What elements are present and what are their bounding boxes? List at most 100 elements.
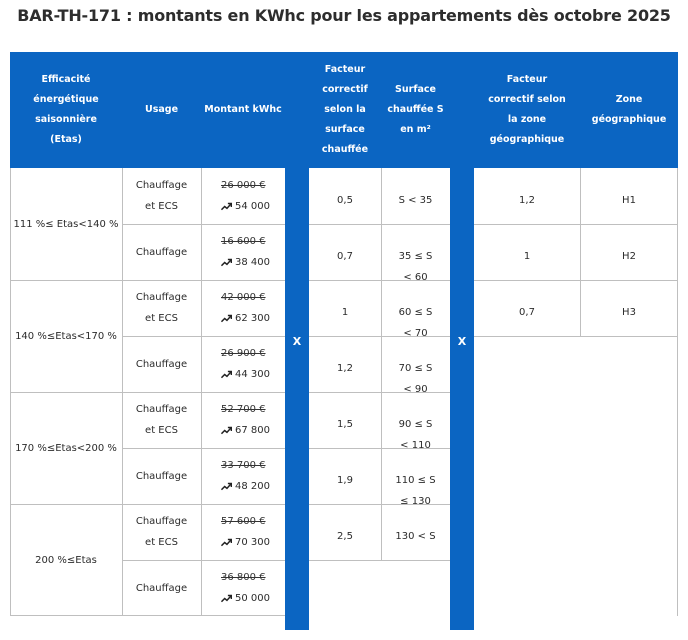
- amount-cell: 42 000 € 62 300: [201, 280, 285, 336]
- usage-cell: Chauffage et ECS: [135, 516, 188, 548]
- incentive-table: Efficacité énergétique saisonnière (Etas…: [10, 52, 678, 630]
- usage-cell: Chauffage et ECS: [135, 404, 188, 436]
- grid-line: [10, 168, 11, 616]
- usage-cell: Chauffage et ECS: [135, 292, 188, 324]
- surface-factor-cell: 2,5: [337, 531, 353, 542]
- grid-line: [10, 615, 285, 616]
- surface-range-cell: 130 < S: [395, 531, 436, 542]
- efficiency-range: 140 %≤Etas<170 %: [15, 330, 117, 342]
- new-amount: 44 300: [235, 369, 270, 380]
- old-amount: 26 900 €: [221, 348, 266, 359]
- grid-line: [10, 504, 285, 505]
- trending-up-arrow-icon: [221, 538, 232, 547]
- grid-line: [474, 224, 678, 225]
- new-amount-row: 50 000: [221, 588, 270, 609]
- zone-cell: H3: [622, 307, 636, 318]
- old-amount: 16 600 €: [221, 236, 266, 247]
- usage-cell: Chauffage: [135, 358, 188, 370]
- new-amount: 62 300: [235, 313, 270, 324]
- grid-line: [309, 504, 450, 505]
- usage-cell: Chauffage et ECS: [135, 180, 188, 212]
- grid-line: [122, 224, 285, 225]
- grid-line: [580, 168, 581, 336]
- new-amount-row: 67 800: [221, 420, 270, 441]
- grid-line: [10, 280, 285, 281]
- new-amount: 54 000: [235, 201, 270, 212]
- new-amount-row: 44 300: [221, 364, 270, 385]
- header-facteur-surface: Facteur correctif selon la surface chauf…: [309, 52, 381, 168]
- usage-cell: Chauffage: [135, 582, 188, 594]
- usage-cell: Chauffage: [135, 470, 188, 482]
- zone-cell: H2: [622, 251, 636, 262]
- surface-range-cell: S < 35: [398, 195, 433, 206]
- new-amount: 38 400: [235, 257, 270, 268]
- new-amount: 48 200: [235, 481, 270, 492]
- grid-line: [10, 392, 285, 393]
- trending-up-arrow-icon: [221, 314, 232, 323]
- surface-range-cell: 35 ≤ S < 60: [398, 251, 433, 283]
- trending-up-arrow-icon: [221, 482, 232, 491]
- amount-cell: 57 600 € 70 300: [201, 504, 285, 560]
- surface-factor-cell: 0,5: [337, 195, 353, 206]
- trending-up-arrow-icon: [221, 594, 232, 603]
- new-amount: 70 300: [235, 537, 270, 548]
- zone-cell: H1: [622, 195, 636, 206]
- grid-line: [309, 448, 450, 449]
- new-amount-row: 38 400: [221, 252, 270, 273]
- amount-cell: 52 700 € 67 800: [201, 392, 285, 448]
- grid-line: [122, 560, 285, 561]
- trending-up-arrow-icon: [221, 426, 232, 435]
- efficiency-range: 200 %≤Etas: [35, 554, 97, 566]
- surface-range-cell: 90 ≤ S < 110: [398, 419, 433, 451]
- grid-line: [122, 336, 285, 337]
- surface-range-cell: 110 ≤ S ≤ 130: [395, 475, 436, 507]
- grid-line: [309, 280, 450, 281]
- surface-factor-cell: 1,2: [337, 363, 353, 374]
- grid-line: [309, 392, 450, 393]
- new-amount-row: 70 300: [221, 532, 270, 553]
- amount-cell: 26 000 € 54 000: [201, 168, 285, 224]
- multiply-sign-2: X: [450, 52, 474, 630]
- page-title: BAR-TH-171 : montants en KWhc pour les a…: [17, 6, 671, 25]
- amount-cell: 16 600 € 38 400: [201, 224, 285, 280]
- zone-factor-cell: 0,7: [519, 307, 535, 318]
- new-amount-row: 48 200: [221, 476, 270, 497]
- grid-line: [122, 168, 123, 616]
- header-usage: Usage: [122, 52, 201, 168]
- usage-cell: Chauffage: [135, 246, 188, 258]
- surface-factor-cell: 1: [341, 307, 349, 318]
- efficiency-range: 170 %≤Etas<200 %: [15, 442, 117, 454]
- surface-range-cell: 70 ≤ S < 90: [398, 363, 433, 395]
- zone-factor-cell: 1,2: [519, 195, 535, 206]
- zone-factor-cell: 1: [523, 251, 531, 262]
- surface-range-cell: 60 ≤ S < 70: [398, 307, 433, 339]
- grid-line: [201, 168, 202, 616]
- trending-up-arrow-icon: [221, 202, 232, 211]
- old-amount: 57 600 €: [221, 516, 266, 527]
- old-amount: 36 800 €: [221, 572, 266, 583]
- amount-cell: 26 900 € 44 300: [201, 336, 285, 392]
- header-surface: Surface chauffée S en m²: [381, 52, 450, 168]
- amount-cell: 33 700 € 48 200: [201, 448, 285, 504]
- surface-factor-cell: 1,9: [337, 475, 353, 486]
- old-amount: 52 700 €: [221, 404, 266, 415]
- surface-factor-cell: 0,7: [337, 251, 353, 262]
- header-efficacite: Efficacité énergétique saisonnière (Etas…: [10, 52, 122, 168]
- grid-line: [677, 168, 678, 616]
- grid-line: [474, 336, 678, 337]
- surface-factor-cell: 1,5: [337, 419, 353, 430]
- grid-line: [474, 280, 678, 281]
- new-amount: 67 800: [235, 425, 270, 436]
- grid-line: [309, 336, 450, 337]
- trending-up-arrow-icon: [221, 370, 232, 379]
- old-amount: 33 700 €: [221, 460, 266, 471]
- new-amount: 50 000: [235, 593, 270, 604]
- efficiency-range: 111 %≤ Etas<140 %: [13, 218, 119, 230]
- grid-line: [309, 224, 450, 225]
- grid-line: [122, 448, 285, 449]
- multiply-sign-1: X: [285, 52, 309, 630]
- header-zone: Zone géographique: [580, 52, 678, 168]
- new-amount-row: 62 300: [221, 308, 270, 329]
- trending-up-arrow-icon: [221, 258, 232, 267]
- old-amount: 26 000 €: [221, 180, 266, 191]
